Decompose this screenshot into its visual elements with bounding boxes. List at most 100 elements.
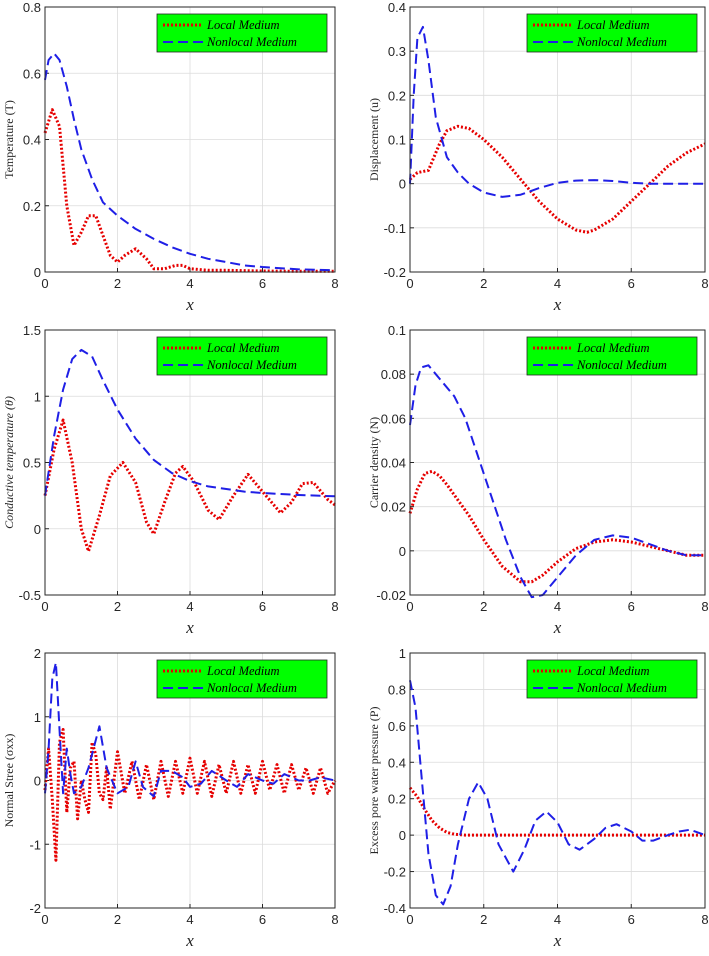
plot-border bbox=[44, 329, 336, 596]
legend-label: Local Medium bbox=[576, 664, 650, 678]
y-axis-label: Conductive temperature (θ) bbox=[2, 396, 16, 529]
y-tick-label: 0.1 bbox=[388, 323, 406, 338]
legend-box bbox=[156, 13, 328, 53]
legend: Local Medium Nonlocal Medium bbox=[526, 336, 698, 376]
y-tick-label: -0.1 bbox=[384, 221, 406, 236]
chart-panel-2: 0 2 4 6 8 -0.2 -0.1 0 0.1 0.2 0.3 0.4 Local Medium No… bbox=[367, 0, 709, 314]
x-axis-label: x bbox=[553, 295, 562, 314]
y-tick-label: 0.2 bbox=[388, 792, 406, 807]
chart-panel-5: 0 2 4 6 8 -2 -1 0 1 2 Local Medium Nonlocal Medium x… bbox=[2, 646, 339, 950]
x-tick-label: 4 bbox=[554, 912, 561, 927]
y-tick-label: 1 bbox=[34, 389, 41, 404]
y-tick-label: 0.02 bbox=[381, 500, 406, 515]
y-tick-label: 0.5 bbox=[23, 456, 41, 471]
x-axis-label: x bbox=[553, 931, 562, 950]
legend-label: Nonlocal Medium bbox=[206, 358, 297, 372]
local-medium-series bbox=[43, 418, 336, 553]
plot-border bbox=[44, 652, 336, 909]
y-tick-label: 0.6 bbox=[388, 719, 406, 734]
x-tick-label: 8 bbox=[701, 912, 708, 927]
x-tick-label: 6 bbox=[259, 599, 266, 614]
y-tick-label: 0.4 bbox=[388, 0, 406, 15]
y-tick-label: 1 bbox=[399, 646, 406, 661]
y-tick-label: 0.08 bbox=[381, 367, 406, 382]
y-tick-label: -0.2 bbox=[384, 865, 406, 880]
legend-box bbox=[156, 659, 328, 699]
x-tick-label: 0 bbox=[41, 599, 48, 614]
x-tick-label: 2 bbox=[480, 276, 487, 291]
x-tick-label: 2 bbox=[480, 599, 487, 614]
plot-border bbox=[44, 6, 336, 273]
x-tick-label: 2 bbox=[480, 912, 487, 927]
legend-label: Nonlocal Medium bbox=[206, 681, 297, 695]
x-tick-label: 2 bbox=[114, 276, 121, 291]
y-axis-label: Normal Stree (σxx) bbox=[2, 734, 16, 828]
legend-label: Local Medium bbox=[576, 18, 650, 32]
plot-border bbox=[409, 6, 706, 273]
legend-label: Local Medium bbox=[206, 18, 280, 32]
x-tick-label: 0 bbox=[406, 912, 413, 927]
y-axis-label: Temperature (T) bbox=[2, 100, 16, 179]
y-tick-label: 0.8 bbox=[388, 682, 406, 697]
nonlocal-medium-series bbox=[409, 25, 705, 198]
y-tick-label: 0 bbox=[34, 522, 41, 537]
legend-box bbox=[156, 336, 328, 376]
y-tick-label: 0.1 bbox=[388, 133, 406, 148]
legend-label: Nonlocal Medium bbox=[576, 681, 667, 695]
x-axis-label: x bbox=[185, 931, 194, 950]
y-tick-label: -0.5 bbox=[19, 588, 41, 603]
x-tick-label: 6 bbox=[628, 599, 635, 614]
x-tick-label: 8 bbox=[701, 276, 708, 291]
x-tick-label: 8 bbox=[701, 599, 708, 614]
y-tick-label: 0.2 bbox=[388, 88, 406, 103]
x-tick-label: 4 bbox=[186, 599, 193, 614]
legend: Local Medium Nonlocal Medium bbox=[156, 13, 328, 53]
y-tick-label: 0 bbox=[34, 774, 41, 789]
y-tick-label: 0 bbox=[399, 177, 406, 192]
y-tick-label: 2 bbox=[34, 646, 41, 661]
local-medium-series bbox=[408, 124, 706, 234]
x-axis-label: x bbox=[185, 295, 194, 314]
chart-panel-6: 0 2 4 6 8 -0.4 -0.2 0 0.2 0.4 0.6 0.8 1 Local Medium N… bbox=[367, 646, 709, 950]
legend: Local Medium Nonlocal Medium bbox=[526, 659, 698, 699]
y-tick-label: 0 bbox=[34, 265, 41, 280]
y-tick-label: -2 bbox=[29, 901, 41, 916]
x-tick-label: 6 bbox=[259, 276, 266, 291]
y-axis-label: Carrier density (N) bbox=[367, 417, 381, 508]
x-tick-label: 6 bbox=[628, 276, 635, 291]
legend-label: Nonlocal Medium bbox=[576, 35, 667, 49]
legend-label: Local Medium bbox=[206, 664, 280, 678]
nonlocal-medium-series bbox=[44, 348, 336, 498]
x-tick-label: 0 bbox=[406, 599, 413, 614]
y-tick-label: -0.4 bbox=[384, 901, 406, 916]
nonlocal-medium-series bbox=[409, 364, 705, 599]
y-tick-label: -0.02 bbox=[376, 588, 406, 603]
x-tick-label: 8 bbox=[331, 912, 338, 927]
legend: Local Medium Nonlocal Medium bbox=[156, 659, 328, 699]
y-axis-label: Displacement (u) bbox=[367, 98, 381, 181]
legend-label: Local Medium bbox=[206, 341, 280, 355]
legend-box bbox=[526, 659, 698, 699]
legend-box bbox=[526, 13, 698, 53]
y-tick-label: 0.3 bbox=[388, 44, 406, 59]
legend: Local Medium Nonlocal Medium bbox=[526, 13, 698, 53]
local-medium-series bbox=[408, 786, 705, 837]
x-tick-label: 4 bbox=[554, 276, 561, 291]
nonlocal-medium-series bbox=[44, 52, 336, 272]
y-tick-label: 1.5 bbox=[23, 323, 41, 338]
legend-label: Local Medium bbox=[576, 341, 650, 355]
plot-border bbox=[409, 329, 706, 596]
legend: Local Medium Nonlocal Medium bbox=[156, 336, 328, 376]
chart-panel-1: 0 2 4 6 8 0 0.2 0.4 0.6 0.8 Local Medium Nonlocal M… bbox=[2, 0, 339, 314]
x-tick-label: 4 bbox=[554, 599, 561, 614]
y-tick-label: 0.2 bbox=[23, 199, 41, 214]
x-tick-label: 4 bbox=[186, 912, 193, 927]
x-tick-label: 6 bbox=[259, 912, 266, 927]
local-medium-series bbox=[408, 469, 705, 584]
x-tick-label: 8 bbox=[331, 276, 338, 291]
x-tick-label: 6 bbox=[628, 912, 635, 927]
x-tick-label: 0 bbox=[406, 276, 413, 291]
x-tick-label: 2 bbox=[114, 912, 121, 927]
